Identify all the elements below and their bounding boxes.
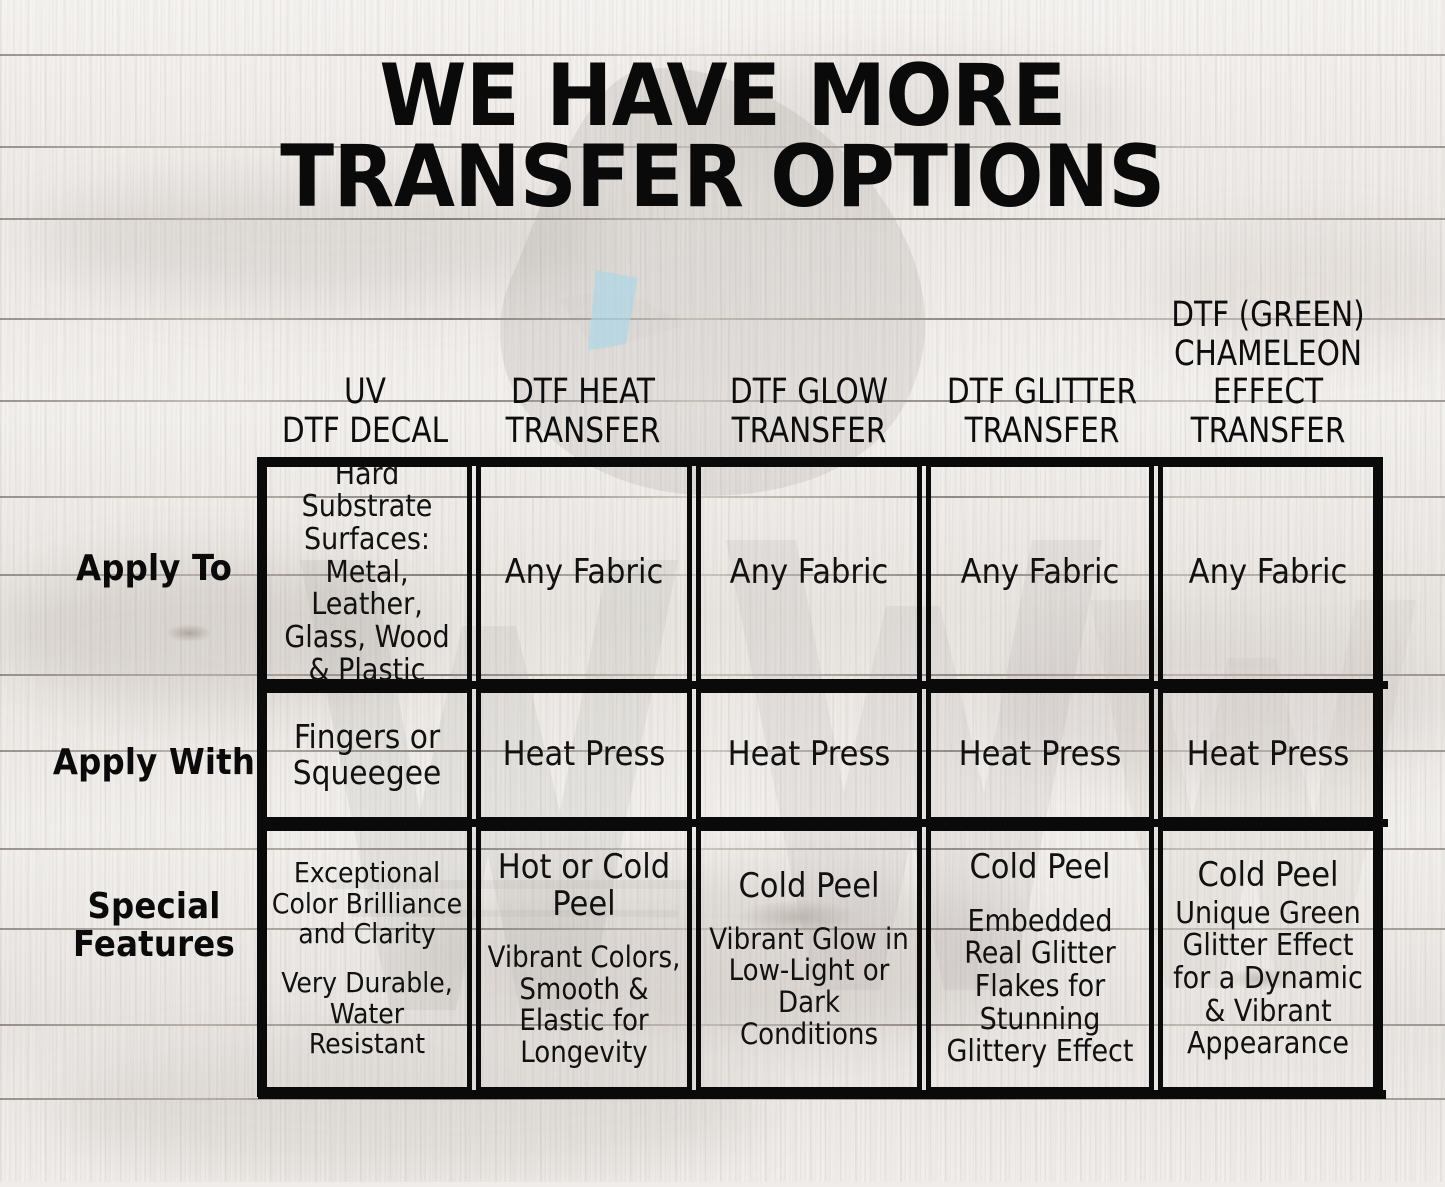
cell-text: Heat Press: [727, 734, 891, 775]
cell-special-features-dtf-heat-transfer: Hot or Cold Peel Vibrant Colors, Smooth …: [476, 826, 692, 1092]
column-header-dtf-glitter-transfer: DTF GLITTER TRANSFER: [933, 373, 1151, 450]
table-row-divider: [258, 681, 1388, 689]
table-border-top: [258, 457, 1382, 466]
column-header-line: UV: [344, 372, 386, 412]
cell-headline: Cold Peel: [969, 847, 1111, 887]
cell-text: Very Durable, Water Resistant: [281, 966, 453, 1061]
wood-tint: [40, 180, 600, 300]
row-label-line: Features: [73, 924, 235, 966]
wood-plank: [0, 498, 1445, 576]
cell-apply-with-dtf-glitter-transfer: Heat Press: [926, 688, 1154, 822]
column-header-line: EFFECT: [1212, 372, 1324, 412]
cell-text: Heat Press: [958, 734, 1122, 775]
title-line-1: WE HAVE MORE: [379, 46, 1066, 146]
wood-plank: [0, 0, 1445, 56]
cell-text: Heat Press: [1186, 734, 1350, 775]
cell-apply-to-dtf-heat-transfer: Any Fabric: [476, 462, 692, 684]
cell-apply-to-dtf-glow-transfer: Any Fabric: [696, 462, 922, 684]
wood-plank: [0, 220, 1445, 320]
wood-plank: [0, 148, 1445, 220]
cell-text: Any Fabric: [960, 552, 1120, 593]
cell-headline: Cold Peel: [738, 865, 880, 906]
wood-tint: [60, 1040, 760, 1180]
page-title: WE HAVE MORE TRANSFER OPTIONS: [0, 46, 1445, 227]
wood-plank: [0, 576, 1445, 676]
cell-text: Any Fabric: [504, 552, 664, 593]
wood-plank: [0, 402, 1445, 498]
wood-tint: [1150, 230, 1445, 350]
cell-apply-to-dtf-glitter-transfer: Any Fabric: [926, 462, 1154, 684]
table-border-left: [257, 457, 266, 1097]
cell-text: Any Fabric: [1188, 552, 1348, 593]
cell-text: Embedded Real Glitter Flakes for Stunnin…: [946, 903, 1134, 1070]
cell-text: Vibrant Colors, Smooth & Elastic for Lon…: [487, 940, 681, 1070]
wood-tint: [980, 620, 1445, 780]
wood-tint: [400, 870, 1040, 1040]
comparison-table: Hard Substrate Surfaces: Metal, Leather,…: [257, 457, 1388, 1099]
column-header-dtf-heat-transfer: DTF HEAT TRANSFER: [481, 373, 686, 450]
table-border-right: [1374, 457, 1383, 1097]
wood-plank: [0, 930, 1445, 1026]
row-label-apply-with: Apply With: [52, 742, 256, 783]
column-header-uv-dtf-decal: UV DTF DECAL: [268, 373, 462, 450]
cell-text: Any Fabric: [729, 552, 889, 593]
column-header-dtf-glow-transfer: DTF GLOW TRANSFER: [703, 373, 915, 450]
cell-headline: Cold Peel: [1197, 854, 1339, 895]
wood-plank: [0, 56, 1445, 148]
cell-apply-to-uv-dtf-decal: Hard Substrate Surfaces: Metal, Leather,…: [262, 458, 472, 687]
column-header-line: DTF GLITTER: [946, 372, 1138, 412]
column-header-line: TRANSFER: [964, 410, 1120, 451]
column-header-line: DTF DECAL: [281, 410, 449, 451]
column-header-line: CHAMELEON: [1173, 333, 1363, 374]
row-label-special-features: Special Features: [46, 886, 262, 966]
cell-apply-to-dtf-green-chameleon: Any Fabric: [1158, 462, 1378, 684]
cell-headline: Hot or Cold Peel: [497, 847, 671, 925]
cell-apply-with-dtf-green-chameleon: Heat Press: [1158, 688, 1378, 822]
cell-text: Exceptional Color Brilliance and Clarity: [271, 856, 463, 951]
column-header-line: TRANSFER: [505, 410, 661, 451]
wood-plank: [0, 752, 1445, 850]
wood-plank: [0, 320, 1445, 402]
cell-special-features-dtf-glitter-transfer: Cold Peel Embedded Real Glitter Flakes f…: [926, 826, 1154, 1092]
cell-text: Hard Substrate Surfaces: Metal, Leather,…: [284, 456, 450, 688]
column-header-line: DTF HEAT: [510, 372, 656, 412]
column-header-line: DTF (GREEN): [1171, 295, 1365, 335]
row-label-apply-to: Apply To: [75, 548, 233, 589]
wood-knot: [166, 624, 212, 642]
cell-text: Heat Press: [502, 734, 666, 775]
cell-text: Vibrant Glow in Low-Light or Dark Condit…: [709, 921, 909, 1051]
column-header-line: TRANSFER: [1190, 410, 1346, 451]
wood-plank: [0, 1100, 1445, 1182]
column-header-row: UV DTF DECAL DTF HEAT TRANSFER DTF GLOW …: [262, 250, 1380, 450]
cell-apply-with-uv-dtf-decal: Fingers or Squeegee: [262, 688, 472, 822]
wood-tint: [620, 60, 1140, 170]
row-label-line: Special: [87, 886, 221, 927]
cell-text: Fingers or Squeegee: [292, 717, 442, 792]
cell-special-features-dtf-glow-transfer: Cold Peel Vibrant Glow in Low-Light or D…: [696, 826, 922, 1092]
column-header-line: DTF GLOW: [729, 372, 889, 412]
wood-plank: [0, 850, 1445, 930]
column-header-line: TRANSFER: [731, 410, 887, 451]
table-row-divider: [258, 819, 1388, 827]
column-header-dtf-green-chameleon: DTF (GREEN) CHAMELEON EFFECT TRANSFER: [1163, 296, 1374, 450]
cell-special-features-dtf-green-chameleon: Cold Peel Unique Green Glitter Effect fo…: [1158, 826, 1378, 1092]
cell-text: Unique Green Glitter Effect for a Dynami…: [1173, 895, 1363, 1062]
wood-knot: [1228, 968, 1292, 990]
cell-apply-with-dtf-glow-transfer: Heat Press: [696, 688, 922, 822]
title-line-2: TRANSFER OPTIONS: [280, 126, 1165, 227]
cell-apply-with-dtf-heat-transfer: Heat Press: [476, 688, 692, 822]
cell-special-features-uv-dtf-decal: Exceptional Color Brilliance and Clarity…: [262, 826, 472, 1092]
table-border-bottom: [258, 1090, 1386, 1099]
wood-knot: [738, 900, 858, 934]
